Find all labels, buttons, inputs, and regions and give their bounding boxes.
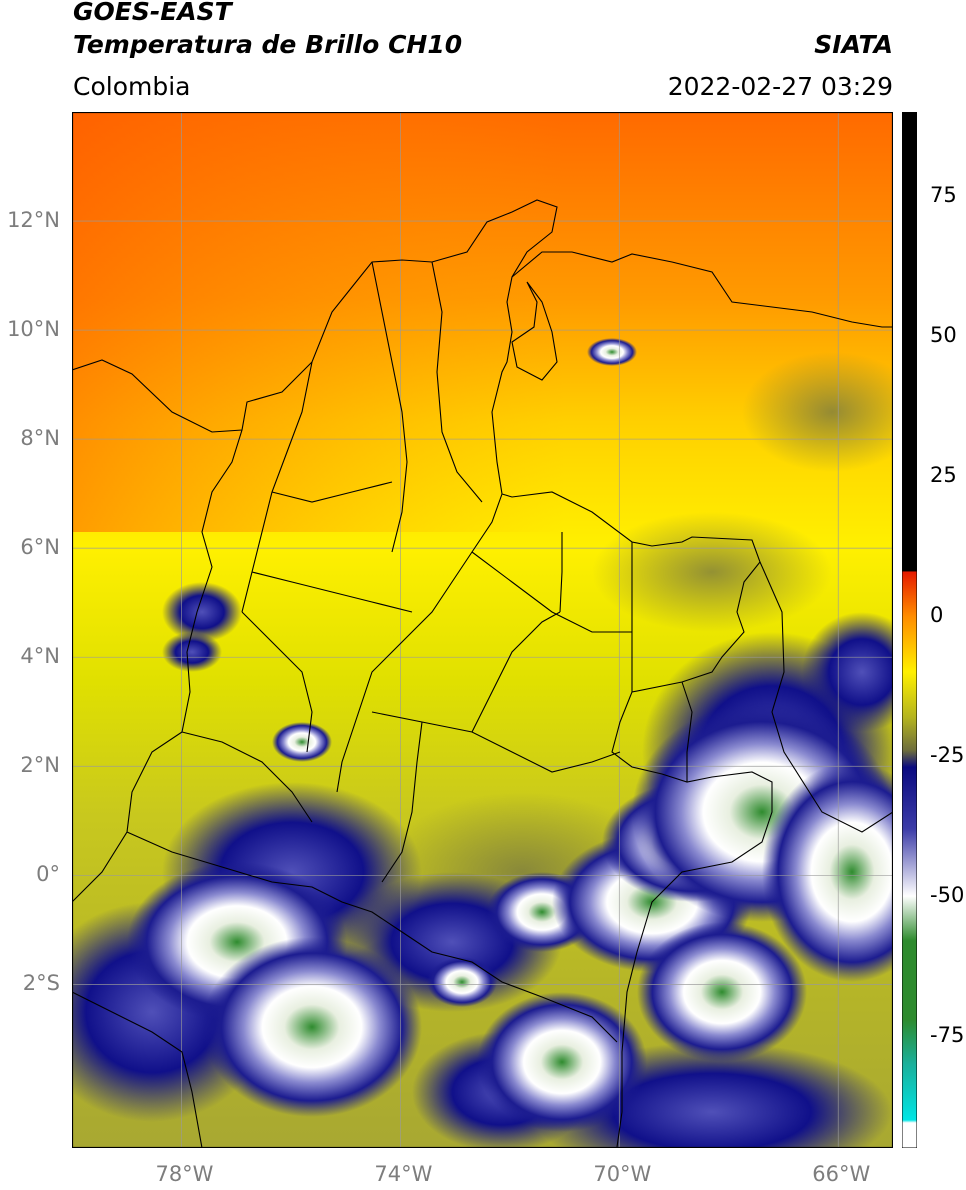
internal-division: [681, 681, 693, 782]
latitude-tick-label: 2°N: [20, 753, 60, 778]
internal-division: [471, 611, 561, 733]
storm-cell: [762, 762, 893, 982]
colorbar-tick-label: -25: [930, 743, 965, 767]
internal-division: [559, 532, 563, 613]
colorbar-tick-label: 25: [930, 463, 957, 487]
colorbar: [902, 112, 917, 1148]
brightness-temperature-map: [72, 112, 893, 1148]
internal-division: [471, 551, 632, 633]
internal-division: [336, 493, 503, 793]
latitude-tick-label: 8°N: [20, 426, 60, 451]
internal-division: [431, 261, 483, 503]
colorbar-tick-label: -75: [930, 1023, 965, 1047]
storm-cell: [272, 722, 332, 762]
latitude-tick-label: 10°N: [7, 317, 60, 342]
cloud-patch: [802, 612, 893, 732]
storm-cell: [637, 922, 807, 1062]
latitude-tick-label: 0°: [36, 862, 60, 887]
region-label: Colombia: [73, 72, 191, 101]
borders: [72, 199, 893, 1148]
datetime-label: 2022-02-27 03:29: [667, 72, 893, 101]
cloud-patch: [162, 582, 242, 642]
latitude-tick-label: 4°N: [20, 644, 60, 669]
map-frame: [72, 112, 893, 1148]
internal-division: [371, 261, 408, 553]
storm-cell: [427, 957, 497, 1007]
storm-cell: [587, 338, 637, 366]
latitude-tick-label: 12°N: [7, 208, 60, 233]
latitude-tick-label: 2°S: [22, 971, 60, 996]
cloud-layer: [72, 338, 893, 1148]
internal-division: [241, 611, 313, 753]
colorbar-tick-label: 0: [930, 603, 944, 627]
colorbar-tick-label: 50: [930, 323, 957, 347]
lake-maracaibo: [511, 281, 558, 381]
dry-patch: [742, 352, 893, 472]
colombia-border: [72, 199, 773, 1148]
longitude-tick-label: 66°W: [812, 1162, 871, 1186]
peru-border: [72, 991, 203, 1148]
ecuador-border: [126, 831, 618, 1043]
title-line-2: Temperatura de Brillo CH10: [73, 30, 463, 59]
colorbar-tick-label: 75: [930, 183, 957, 207]
brazil-border: [759, 561, 893, 833]
latitude-tick-label: 6°N: [20, 535, 60, 560]
internal-division: [381, 721, 423, 883]
dry-patch: [592, 512, 832, 632]
internal-division: [181, 731, 313, 823]
venezuela-coast: [511, 251, 893, 328]
internal-division: [271, 481, 393, 503]
longitude-tick-label: 78°W: [155, 1162, 214, 1186]
longitude-tick-label: 70°W: [593, 1162, 652, 1186]
internal-division: [251, 571, 413, 613]
source-label: SIATA: [814, 30, 893, 59]
storm-cell: [202, 937, 422, 1117]
storm-cell: [477, 992, 647, 1132]
colorbar-gradient: [902, 112, 917, 1148]
colombia-west-coast: [72, 429, 243, 903]
colorbar-tick-label: -50: [930, 883, 965, 907]
cloud-patch: [162, 632, 222, 672]
graticule: [72, 112, 893, 1148]
title-line-1: GOES-EAST: [73, 0, 232, 26]
longitude-tick-label: 74°W: [374, 1162, 433, 1186]
map-background-warm-overlay: [72, 112, 893, 532]
